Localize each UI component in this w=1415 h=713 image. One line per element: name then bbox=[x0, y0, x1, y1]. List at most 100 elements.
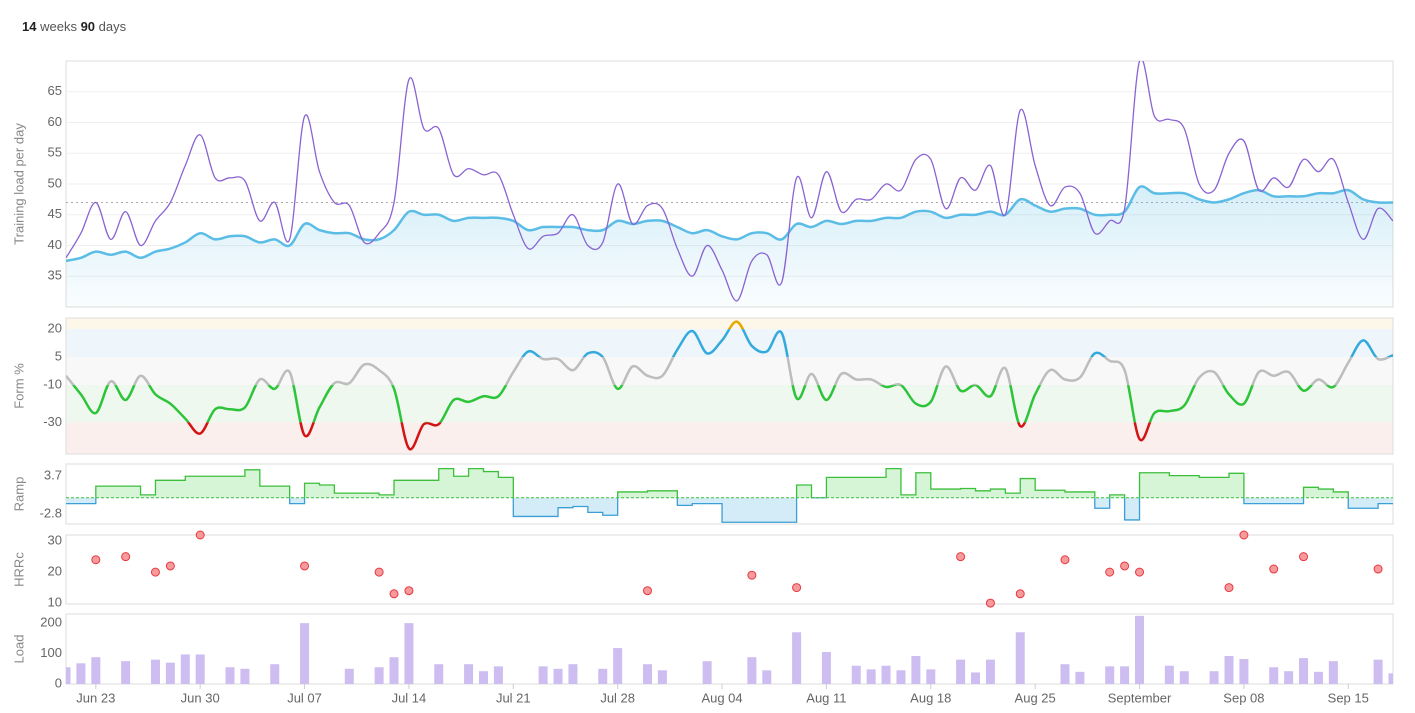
load-bar bbox=[464, 664, 474, 684]
load-bar bbox=[1015, 632, 1025, 684]
y-tick-label: 35 bbox=[48, 268, 62, 283]
panel-frame bbox=[65, 534, 1394, 605]
load-bar bbox=[911, 656, 921, 684]
x-tick-label: Sep 15 bbox=[1328, 690, 1369, 705]
load-bar bbox=[1269, 667, 1279, 684]
load-bar bbox=[150, 659, 160, 684]
load-bar bbox=[926, 669, 936, 684]
load-bar bbox=[270, 664, 280, 684]
hrrc-point bbox=[985, 598, 995, 608]
load-bar bbox=[389, 657, 399, 684]
load-bar bbox=[598, 668, 608, 684]
x-tick-label: Jul 07 bbox=[287, 690, 322, 705]
load-bar bbox=[792, 632, 802, 684]
hrrc-point bbox=[121, 552, 131, 562]
hrrc-point bbox=[642, 586, 652, 596]
hrrc-point bbox=[1120, 561, 1130, 571]
hrrc-point bbox=[792, 583, 802, 593]
load-bar bbox=[225, 667, 235, 684]
hrrc-point bbox=[150, 567, 160, 577]
y-tick-label: 0 bbox=[55, 675, 62, 690]
y-axis-title: Ramp bbox=[11, 477, 26, 512]
x-tick-label: September bbox=[1108, 690, 1172, 705]
ramp-line-positive bbox=[95, 468, 1349, 498]
load-bar bbox=[493, 666, 503, 684]
load-bar bbox=[985, 659, 995, 684]
hrrc-point bbox=[195, 530, 205, 540]
y-tick-label: 30 bbox=[48, 533, 62, 548]
load-bar bbox=[76, 663, 86, 684]
load-bar bbox=[1299, 658, 1309, 684]
hrrc-point bbox=[91, 555, 101, 565]
form-line bbox=[66, 357, 1392, 386]
load-bar bbox=[971, 672, 981, 684]
hrrc-point bbox=[165, 561, 175, 571]
form-zone bbox=[66, 318, 1393, 330]
y-tick-label: 20 bbox=[48, 321, 62, 336]
load-bar bbox=[195, 654, 205, 684]
load-bar bbox=[404, 623, 414, 684]
days-unit: days bbox=[98, 19, 127, 34]
y-tick-label: 40 bbox=[48, 237, 62, 252]
load-bar bbox=[1209, 671, 1219, 684]
form-zone bbox=[66, 385, 1393, 423]
hrrc-point bbox=[956, 552, 966, 562]
load-bar bbox=[747, 657, 757, 684]
x-tick-label: Jul 28 bbox=[600, 690, 635, 705]
y-tick-label: 55 bbox=[48, 145, 62, 160]
y-axis-title: HRRc bbox=[11, 552, 26, 587]
load-bar bbox=[165, 662, 175, 684]
y-axis-title: Training load per day bbox=[11, 123, 26, 245]
load-bar bbox=[1105, 666, 1115, 684]
load-bar bbox=[1075, 671, 1085, 684]
hrrc-point bbox=[1060, 555, 1070, 565]
y-tick-label: -2.8 bbox=[40, 506, 62, 521]
hrrc-point bbox=[1299, 552, 1309, 562]
y-tick-label: 3.7 bbox=[44, 468, 62, 483]
load-bar bbox=[180, 654, 190, 684]
hrrc-point bbox=[1135, 567, 1145, 577]
x-tick-label: Jun 23 bbox=[76, 690, 115, 705]
panel-frame bbox=[65, 317, 1394, 455]
panel-frame bbox=[65, 463, 1394, 525]
panel-frame bbox=[65, 613, 1394, 685]
load-bar bbox=[1164, 665, 1174, 684]
y-tick-label: 10 bbox=[48, 595, 62, 610]
load-bar bbox=[657, 670, 667, 684]
y-tick-label: 45 bbox=[48, 206, 62, 221]
form-line bbox=[727, 320, 745, 330]
load-bar bbox=[538, 666, 548, 684]
fitness-area bbox=[66, 186, 1393, 307]
load-bar bbox=[91, 657, 101, 684]
weeks-count: 14 bbox=[22, 19, 37, 34]
load-bar bbox=[1224, 656, 1234, 684]
load-bar bbox=[866, 669, 876, 684]
y-tick-label: 60 bbox=[48, 114, 62, 129]
form-zone bbox=[66, 422, 1393, 454]
y-tick-label: 20 bbox=[48, 564, 62, 579]
load-bar bbox=[300, 623, 310, 684]
form-line bbox=[71, 385, 1338, 423]
load-line bbox=[66, 61, 1393, 302]
y-axis-title: Load bbox=[11, 635, 26, 664]
y-tick-label: 50 bbox=[48, 175, 62, 190]
hrrc-point bbox=[300, 561, 310, 571]
load-bar bbox=[1388, 673, 1393, 684]
load-bar bbox=[896, 670, 906, 684]
y-tick-label: 5 bbox=[55, 349, 62, 364]
load-bar bbox=[642, 664, 652, 684]
hrrc-point bbox=[1015, 589, 1025, 599]
load-bar bbox=[881, 665, 891, 684]
x-tick-label: Aug 18 bbox=[910, 690, 951, 705]
load-bar bbox=[240, 668, 250, 684]
load-bar bbox=[956, 659, 966, 684]
y-tick-label: -30 bbox=[43, 414, 62, 429]
load-bar bbox=[344, 668, 354, 684]
load-bar bbox=[568, 664, 578, 684]
load-bar bbox=[66, 667, 71, 684]
x-tick-label: Jun 30 bbox=[181, 690, 220, 705]
load-bar bbox=[1373, 659, 1383, 684]
load-bar bbox=[1313, 671, 1323, 684]
load-bar bbox=[121, 661, 131, 684]
